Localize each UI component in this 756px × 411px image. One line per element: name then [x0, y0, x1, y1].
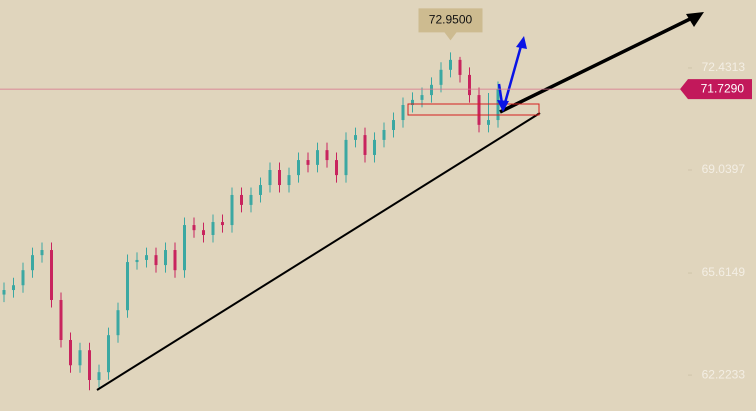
candles — [2, 52, 500, 391]
candle-body — [401, 105, 405, 121]
candle-body — [325, 150, 329, 161]
candle-body — [335, 160, 338, 176]
candle-body — [240, 194, 243, 205]
candle-body — [496, 89, 500, 121]
candle-body — [107, 335, 110, 373]
candle-body — [382, 129, 386, 140]
candle-body — [230, 194, 234, 226]
candle-body — [145, 255, 148, 260]
candle-body — [477, 95, 481, 125]
candle-body — [249, 194, 253, 205]
y-tick-label: 62.2233 — [702, 367, 746, 381]
y-tick-label: 72.4313 — [702, 60, 746, 74]
price-tag-label: 71.7290 — [701, 81, 745, 95]
candle-body — [135, 259, 139, 263]
candle-body — [116, 310, 120, 336]
candle-body — [439, 69, 443, 85]
candle-body — [202, 230, 205, 235]
candle-body — [12, 285, 15, 291]
zone-box — [407, 103, 540, 116]
candle-body — [88, 350, 91, 381]
candle-body — [420, 95, 424, 100]
candle-body — [2, 290, 6, 295]
candle-body — [287, 175, 291, 186]
peak-label: 72.9500 — [429, 13, 473, 27]
candle-body — [50, 250, 53, 300]
candle-body — [192, 225, 196, 231]
candle-body — [344, 139, 348, 176]
candle-body — [183, 225, 186, 271]
candle-body — [268, 169, 272, 186]
trend-line — [96, 112, 541, 391]
y-tick-label: 69.0397 — [702, 162, 746, 176]
candle-body — [31, 255, 34, 271]
candle-body — [373, 139, 376, 155]
candle-body — [173, 250, 177, 271]
y-tick-label: 65.6149 — [702, 265, 746, 279]
candle-body — [78, 350, 82, 366]
candle-body — [21, 270, 25, 286]
candle-body — [69, 339, 72, 366]
peak-tag — [418, 8, 483, 41]
candle-body — [468, 74, 471, 96]
arrow-head — [516, 36, 527, 49]
candle-body — [392, 120, 395, 130]
candle-body — [97, 372, 101, 381]
arrow-head — [497, 100, 509, 112]
candle-body — [297, 160, 300, 176]
candle-body — [59, 299, 63, 340]
price-tag — [680, 79, 752, 100]
arrow-head — [686, 12, 704, 27]
candle-body — [211, 222, 215, 235]
candle-body — [487, 120, 490, 125]
candle-body — [430, 84, 433, 96]
candle-body — [411, 99, 414, 106]
candle-body — [164, 250, 167, 266]
candle-body — [126, 262, 129, 311]
trend-arrow — [499, 16, 693, 114]
candle-body — [221, 222, 224, 226]
candle-body — [354, 135, 357, 140]
candle-body — [259, 185, 262, 195]
candle-body — [363, 135, 367, 155]
projection-arrow — [497, 45, 523, 111]
candle-body — [458, 59, 462, 75]
candle-body — [449, 59, 452, 70]
candle-body — [278, 169, 281, 186]
candle-body — [306, 160, 310, 165]
candle-body — [316, 150, 319, 165]
candle-body — [154, 255, 158, 266]
candle-body — [40, 250, 44, 256]
